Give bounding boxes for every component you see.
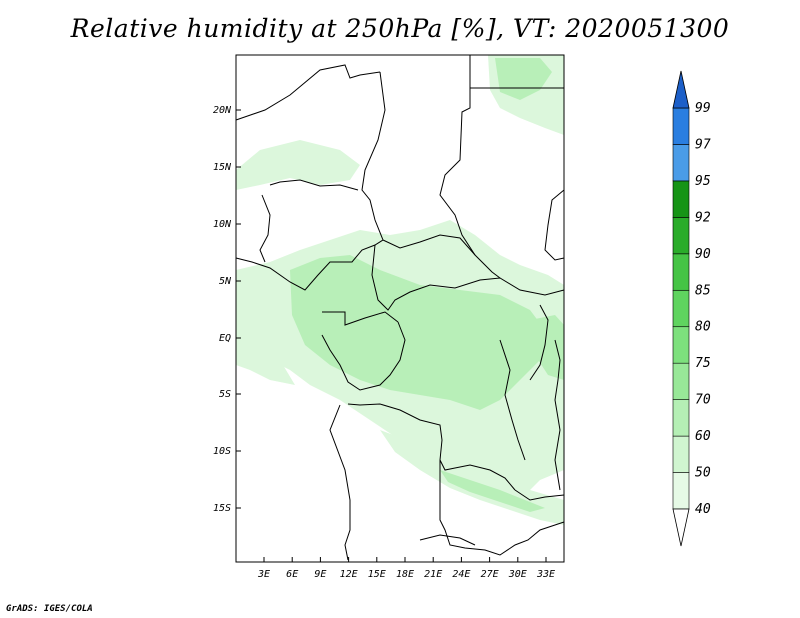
colorbar-label: 90 — [695, 247, 711, 262]
lon-tick-label: 9E — [314, 569, 326, 580]
humidity-patch-central-core — [290, 255, 545, 410]
humidity-patch-northeast-core — [495, 58, 552, 100]
border-line — [347, 403, 516, 491]
colorbar-box — [672, 217, 690, 255]
border-line — [322, 311, 399, 326]
border-line — [419, 534, 476, 546]
grads-credit: GrADS: IGES/COLA — [6, 604, 93, 614]
colorbar-box — [672, 362, 690, 400]
colorbar: 40 50 60 70 75 80 85 90 92 95 97 99 — [672, 70, 711, 547]
colorbar-box — [672, 107, 690, 145]
colorbar-low-triangle — [672, 508, 690, 547]
border-line — [554, 339, 561, 491]
humidity-shading — [236, 55, 564, 525]
longitude-axis: 3E 6E 9E 12E 15E 18E 21E 24E 27E 30E 33E — [257, 557, 555, 580]
border-line — [269, 179, 359, 191]
colorbar-label: 85 — [695, 283, 711, 298]
lon-tick-label: 24E — [452, 569, 470, 580]
lon-tick-label: 27E — [481, 569, 499, 580]
colorbar-label: 75 — [695, 356, 711, 371]
humidity-patch-south-band-core — [440, 470, 545, 512]
colorbar-box — [672, 435, 690, 473]
humidity-patch-sahel — [236, 140, 360, 190]
colorbar-box — [672, 326, 690, 364]
colorbar-label: 60 — [695, 429, 711, 444]
lat-tick-label: EQ — [219, 333, 231, 344]
lon-tick-label: 33E — [536, 569, 555, 580]
colorbar-label: 97 — [695, 137, 711, 152]
border-line — [321, 321, 406, 391]
lat-tick-label: 15S — [213, 503, 231, 514]
border-line — [382, 234, 476, 256]
border-line — [259, 194, 271, 263]
border-line — [235, 239, 384, 291]
map-title: Relative humidity at 250hPa [%], VT: 202… — [70, 14, 730, 43]
lat-tick-label: 15N — [213, 162, 232, 173]
lon-tick-label: 6E — [286, 569, 298, 580]
border-line — [329, 404, 351, 561]
border-line — [371, 244, 565, 311]
colorbar-label: 80 — [695, 320, 711, 335]
colorbar-label: 40 — [695, 502, 711, 517]
colorbar-box — [672, 180, 690, 218]
border-line — [439, 55, 501, 279]
lon-tick-label: 18E — [396, 569, 414, 580]
lat-tick-label: 5S — [219, 389, 231, 400]
colorbar-box — [672, 472, 690, 510]
border-line — [529, 304, 549, 381]
latitude-axis: 20N 15N 10N 5N EQ 5S 10S 15S — [213, 105, 241, 514]
border-line — [439, 460, 565, 556]
colorbar-high-triangle — [672, 70, 690, 109]
lon-tick-label: 21E — [424, 569, 442, 580]
border-line — [499, 339, 526, 461]
colorbar-box — [672, 144, 690, 182]
colorbar-label: 70 — [695, 393, 711, 408]
lon-tick-label: 3E — [257, 569, 270, 580]
border-line — [361, 71, 386, 241]
lat-tick-label: 5N — [219, 276, 232, 287]
colorbar-box — [672, 253, 690, 291]
lat-tick-label: 20N — [213, 105, 232, 116]
humidity-patch-east-lakes — [530, 315, 564, 380]
lon-tick-label: 30E — [508, 569, 527, 580]
colorbar-box — [672, 399, 690, 437]
colorbar-label: 92 — [695, 210, 711, 225]
colorbar-label: 95 — [695, 174, 711, 189]
humidity-patch-west-coast — [236, 330, 295, 385]
lon-tick-label: 15E — [368, 569, 386, 580]
border-line — [544, 189, 565, 261]
border-line — [514, 489, 565, 501]
country-borders — [235, 55, 565, 561]
map-frame — [235, 54, 565, 563]
lat-tick-label: 10N — [213, 219, 232, 230]
border-line — [235, 64, 381, 121]
lat-tick-label: 10S — [213, 446, 231, 457]
colorbar-label: 50 — [695, 466, 711, 481]
colorbar-label: 99 — [695, 101, 711, 116]
colorbar-box — [672, 289, 690, 328]
lon-tick-label: 12E — [340, 569, 358, 580]
